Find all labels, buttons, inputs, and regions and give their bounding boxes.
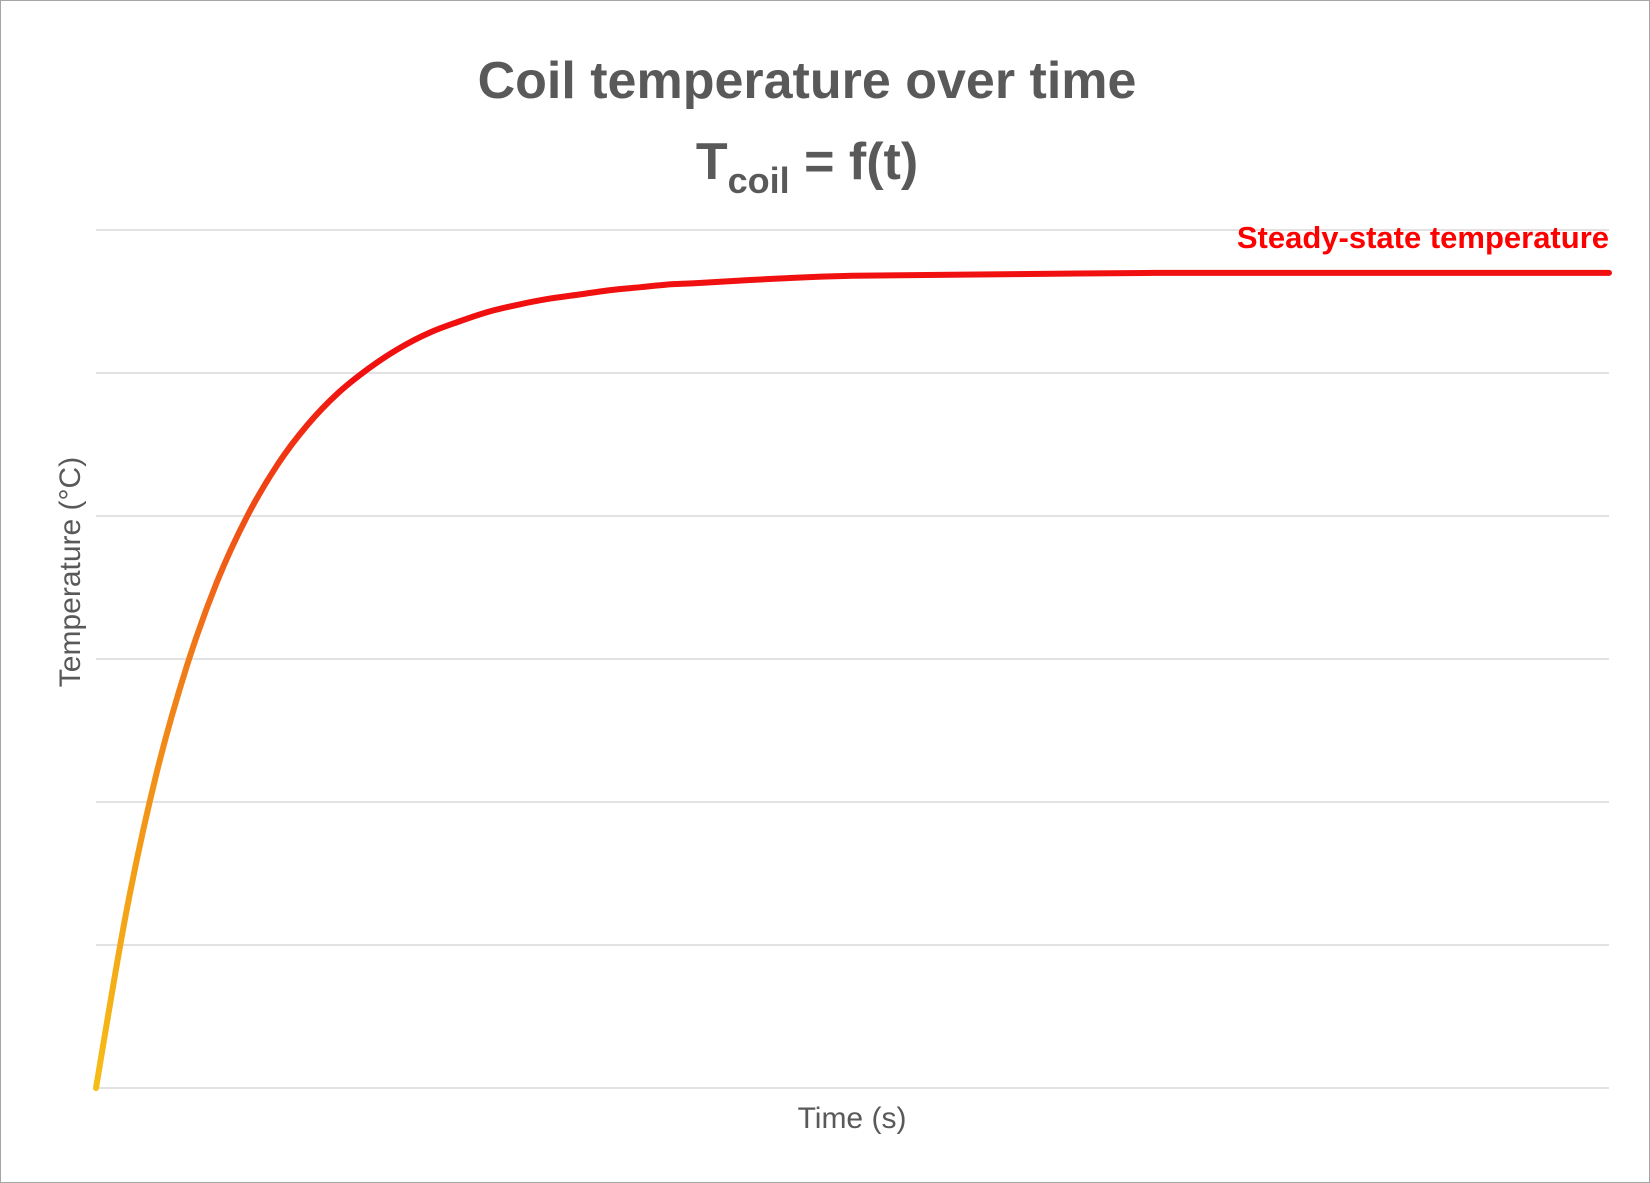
annotation-steady-state: Steady-state temperature bbox=[1237, 220, 1609, 255]
subtitle-subscript: coil bbox=[728, 160, 790, 201]
subtitle-rest: = f(t) bbox=[790, 133, 919, 191]
series-line bbox=[93, 269, 1612, 1091]
chart-subtitle: Tcoil = f(t) bbox=[696, 133, 918, 201]
subtitle-main: T bbox=[696, 133, 728, 191]
x-axis-label: Time (s) bbox=[798, 1102, 907, 1135]
gridlines bbox=[96, 229, 1609, 1089]
chart-title: Coil temperature over time bbox=[478, 52, 1137, 110]
y-axis-label: Temperature (°C) bbox=[54, 457, 87, 687]
